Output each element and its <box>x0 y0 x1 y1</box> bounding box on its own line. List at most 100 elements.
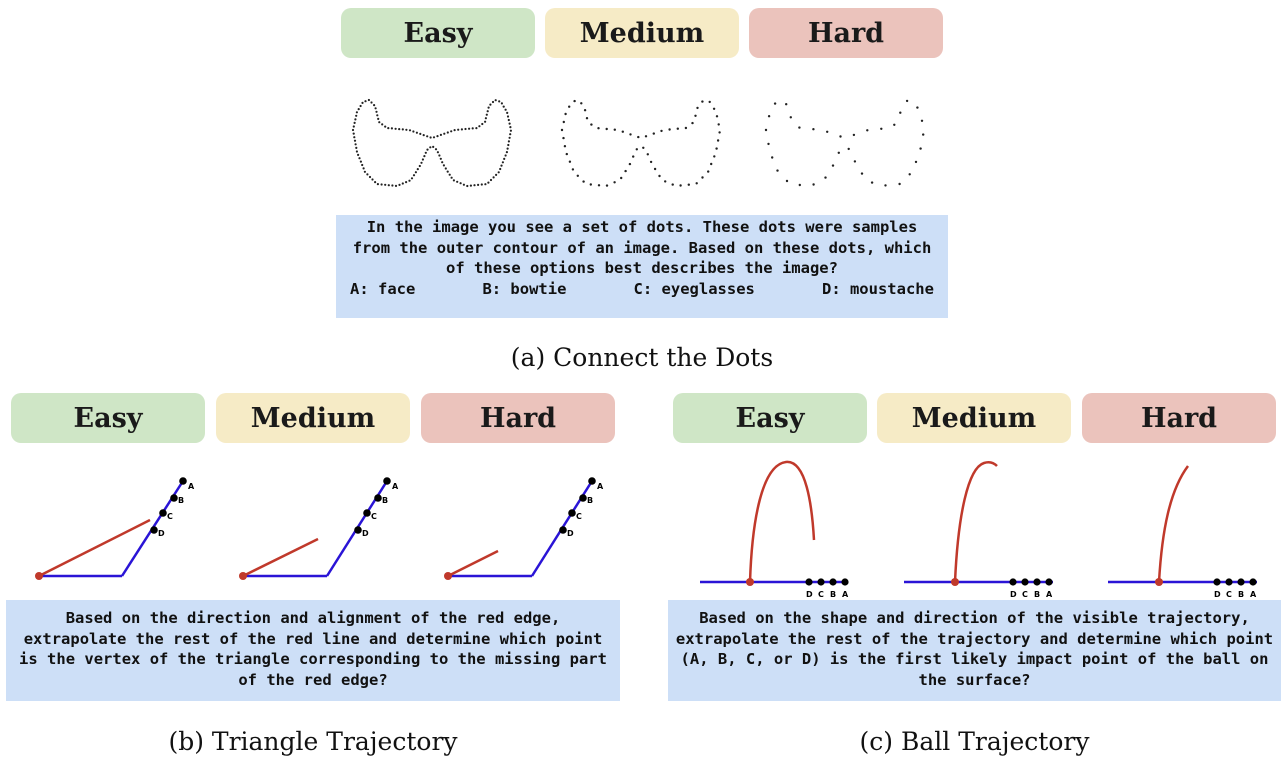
contour-dot <box>438 154 441 157</box>
contour-dot <box>357 108 360 111</box>
contour-dot <box>353 136 356 139</box>
contour-dot <box>390 127 393 130</box>
contour-dot <box>831 164 835 167</box>
contour-dot <box>767 115 771 118</box>
contour-dot <box>361 101 364 104</box>
contour-dot <box>355 150 358 153</box>
contour-dot <box>436 135 439 138</box>
contour-dot <box>497 171 500 174</box>
point-label-a: A <box>1046 590 1053 599</box>
difficulty-medium-c: Medium <box>877 393 1071 443</box>
contour-dot <box>453 129 456 132</box>
contour-dot <box>668 128 671 131</box>
contour-dot <box>629 133 632 136</box>
contour-dot <box>695 182 698 185</box>
contour-dot <box>562 120 565 124</box>
point-label-a: A <box>1250 590 1257 599</box>
contour-dot <box>429 136 432 139</box>
contour-dot <box>401 128 404 131</box>
difficulty-easy-c: Easy <box>673 393 867 443</box>
contour-dot <box>351 128 355 132</box>
contour-dot <box>870 181 874 184</box>
contour-dot <box>442 164 445 167</box>
contour-dot <box>448 173 451 176</box>
contour-dot <box>500 102 503 105</box>
eyeglasses-dots-medium <box>560 99 721 187</box>
caption-b: (b) Triangle Trajectory <box>168 727 458 756</box>
contour-dot <box>485 113 488 116</box>
contour-dot <box>408 129 412 132</box>
contour-dot <box>621 130 624 133</box>
contour-dot <box>646 153 649 156</box>
triangle-easy: A B C D <box>35 477 195 580</box>
contour-dot <box>394 184 398 187</box>
contour-dot <box>443 132 446 135</box>
contour-dot <box>660 129 663 133</box>
contour-dot <box>421 158 424 161</box>
contour-dot <box>412 174 416 177</box>
contour-dot <box>653 167 657 171</box>
contour-dot <box>658 174 661 178</box>
contour-dot <box>495 173 498 176</box>
contour-dot <box>771 156 774 159</box>
contour-dot <box>439 157 442 160</box>
contour-dot <box>464 127 467 131</box>
contour-dot <box>893 123 896 127</box>
point-label-d: D <box>1010 590 1017 599</box>
contour-dot <box>642 146 645 149</box>
point-label-c: C <box>1022 590 1028 599</box>
option-d: D: moustache <box>821 279 934 298</box>
point-label-a: A <box>842 590 849 599</box>
contour-dot <box>481 122 484 126</box>
contour-dot <box>408 179 411 182</box>
contour-dot <box>503 157 506 160</box>
contour-dot <box>676 127 679 130</box>
option-a: A: face <box>350 279 416 298</box>
contour-dot <box>381 123 384 126</box>
contour-dot <box>576 174 579 177</box>
contour-dot <box>354 118 357 121</box>
contour-dot <box>798 126 801 129</box>
point-label-d: D <box>158 529 165 538</box>
contour-dot <box>712 107 716 111</box>
point-label-c: C <box>576 512 582 521</box>
contour-dot <box>367 98 370 102</box>
contour-dot <box>710 162 713 166</box>
contour-dot <box>424 151 427 154</box>
contour-dot <box>355 111 358 114</box>
contour-dot <box>920 119 924 123</box>
contour-dot <box>363 170 366 173</box>
contour-dot <box>434 148 438 151</box>
contour-dot <box>450 176 453 179</box>
contour-dot <box>812 183 815 186</box>
contour-dot <box>707 170 710 173</box>
contour-dot <box>377 117 380 120</box>
contour-dot <box>469 184 472 187</box>
contour-dot <box>362 167 365 170</box>
contour-dot <box>605 127 608 131</box>
contour-dot <box>785 103 788 106</box>
ball-medium: D C B A <box>904 460 1053 599</box>
contour-dot <box>480 183 483 186</box>
contour-dot <box>499 167 502 171</box>
point-label-d: D <box>362 529 369 538</box>
difficulty-easy-a: Easy <box>341 8 535 58</box>
contour-dot <box>489 103 492 106</box>
contour-dot <box>713 155 716 158</box>
contour-dot <box>484 183 487 186</box>
contour-dot <box>826 130 829 133</box>
point-label-b: B <box>178 496 184 505</box>
prompt-text-a: In the image you see a set of dots. Thes… <box>352 218 932 277</box>
contour-dot <box>684 126 688 130</box>
contour-dot <box>441 161 444 164</box>
difficulty-hard-a: Hard <box>749 8 943 58</box>
contour-dot <box>701 176 704 179</box>
contour-dot <box>715 115 719 118</box>
contour-dot <box>468 127 471 130</box>
contour-dot <box>494 99 497 102</box>
contour-dot <box>716 139 720 142</box>
contour-dot <box>597 127 600 130</box>
contour-dot <box>366 173 369 176</box>
contour-dot <box>432 136 436 139</box>
prompt-text-c: Based on the shape and direction of the … <box>675 609 1274 689</box>
